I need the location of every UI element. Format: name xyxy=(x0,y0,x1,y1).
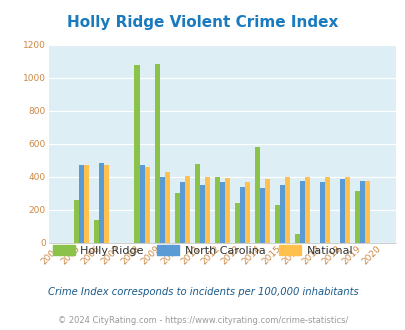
Bar xyxy=(214,178,219,243)
Bar xyxy=(354,191,359,243)
Bar xyxy=(174,193,179,243)
Bar xyxy=(134,65,139,243)
Bar xyxy=(319,182,324,243)
Bar xyxy=(139,165,144,243)
Bar xyxy=(294,234,299,243)
Bar xyxy=(164,172,169,243)
Bar xyxy=(364,181,369,243)
Bar xyxy=(234,203,239,243)
Bar xyxy=(154,63,159,243)
Bar xyxy=(224,178,229,243)
Bar xyxy=(344,178,350,243)
Bar xyxy=(324,177,329,243)
Bar xyxy=(299,181,304,243)
Bar xyxy=(79,165,84,243)
Bar xyxy=(179,182,184,243)
Bar xyxy=(94,220,99,243)
Bar xyxy=(254,147,259,243)
Bar xyxy=(304,177,309,243)
Bar xyxy=(259,188,264,243)
Bar xyxy=(84,165,89,243)
Text: Crime Index corresponds to incidents per 100,000 inhabitants: Crime Index corresponds to incidents per… xyxy=(47,287,358,297)
Bar xyxy=(99,163,104,243)
Bar xyxy=(194,164,199,243)
Bar xyxy=(104,165,109,243)
Bar xyxy=(244,182,249,243)
Bar xyxy=(74,200,79,243)
Text: Holly Ridge Violent Crime Index: Holly Ridge Violent Crime Index xyxy=(67,15,338,30)
Legend: Holly Ridge, North Carolina, National: Holly Ridge, North Carolina, National xyxy=(48,240,357,260)
Bar xyxy=(284,178,289,243)
Bar xyxy=(339,179,344,243)
Bar xyxy=(204,178,209,243)
Bar xyxy=(239,187,244,243)
Bar xyxy=(199,185,204,243)
Bar xyxy=(159,177,164,243)
Bar xyxy=(264,179,269,243)
Bar xyxy=(144,168,149,243)
Bar xyxy=(359,181,364,243)
Bar xyxy=(274,205,279,243)
Bar xyxy=(279,185,284,243)
Bar xyxy=(219,182,224,243)
Text: © 2024 CityRating.com - https://www.cityrating.com/crime-statistics/: © 2024 CityRating.com - https://www.city… xyxy=(58,315,347,325)
Bar xyxy=(184,176,189,243)
